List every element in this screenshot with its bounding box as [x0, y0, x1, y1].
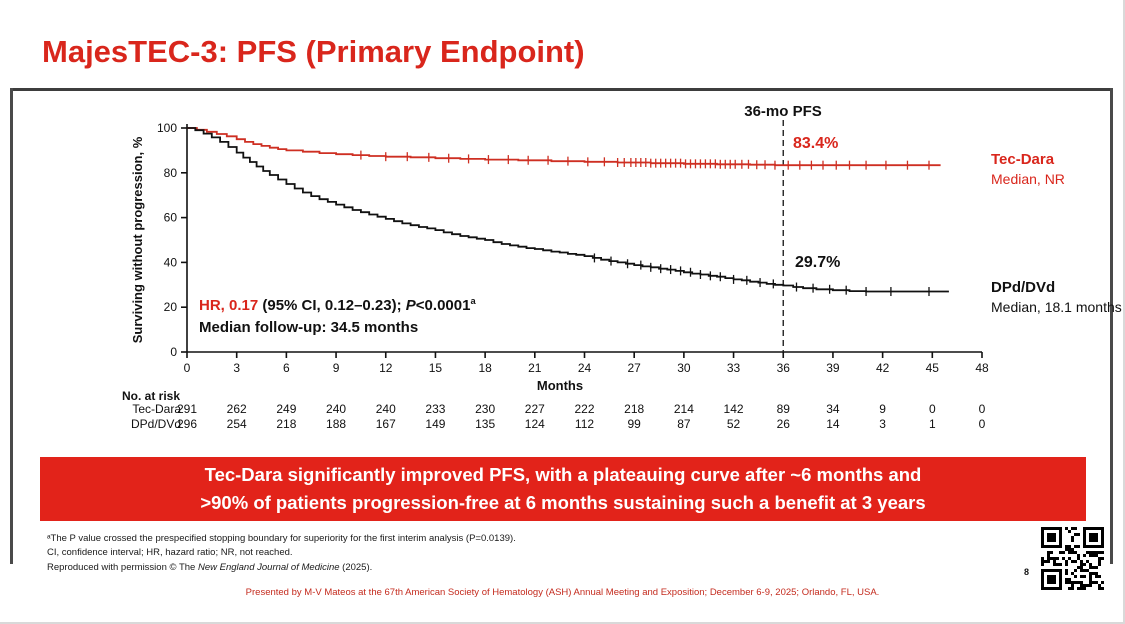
- svg-text:214: 214: [674, 402, 694, 416]
- title-divider: [10, 88, 1113, 91]
- svg-text:87: 87: [677, 417, 691, 431]
- p-symbol: P: [405, 297, 416, 314]
- svg-text:112: 112: [575, 417, 594, 431]
- svg-text:227: 227: [525, 402, 545, 416]
- km-curve-dpd-dvd: [187, 127, 949, 297]
- svg-text:240: 240: [376, 402, 396, 416]
- svg-text:80: 80: [164, 166, 178, 180]
- pfs-36mo-value-dpd-dvd: 29.7%: [795, 254, 841, 271]
- svg-text:60: 60: [164, 211, 178, 225]
- footnotes: ᵃThe P value crossed the prespecified st…: [47, 532, 516, 575]
- km-curve-tec-dara: [187, 127, 941, 170]
- series-median-tec-dara: Median, NR: [991, 171, 1065, 187]
- svg-text:45: 45: [926, 361, 940, 375]
- svg-text:218: 218: [276, 417, 296, 431]
- svg-text:135: 135: [475, 417, 495, 431]
- svg-text:188: 188: [326, 417, 346, 431]
- svg-text:40: 40: [164, 255, 178, 269]
- svg-text:218: 218: [624, 402, 644, 416]
- svg-text:30: 30: [677, 361, 691, 375]
- svg-text:39: 39: [826, 361, 840, 375]
- svg-text:233: 233: [425, 402, 445, 416]
- presentation-footer: Presented by M-V Mateos at the 67th Amer…: [245, 587, 880, 598]
- svg-text:0: 0: [929, 402, 936, 416]
- svg-text:167: 167: [376, 417, 396, 431]
- svg-text:Surviving without progression,: Surviving without progression, %: [130, 136, 145, 343]
- hr-value: HR, 0.17: [199, 297, 259, 314]
- series-name-tec-dara: Tec-Dara: [991, 151, 1055, 168]
- svg-text:20: 20: [164, 300, 178, 314]
- series-name-dpd-dvd: DPd/DVd: [991, 279, 1056, 296]
- svg-text:0: 0: [979, 417, 986, 431]
- frame-right-border: [1110, 88, 1113, 564]
- svg-text:124: 124: [525, 417, 545, 431]
- svg-text:1: 1: [929, 417, 936, 431]
- svg-text:24: 24: [578, 361, 592, 375]
- key-message-banner: Tec-Dara significantly improved PFS, wit…: [40, 457, 1086, 521]
- svg-text:No. at risk: No. at risk: [122, 389, 180, 403]
- svg-text:222: 222: [574, 402, 594, 416]
- svg-text:230: 230: [475, 402, 495, 416]
- svg-text:18: 18: [478, 361, 492, 375]
- svg-text:142: 142: [724, 402, 744, 416]
- svg-text:3: 3: [879, 417, 886, 431]
- svg-text:42: 42: [876, 361, 890, 375]
- footnote-3: Reproduced with permission © The New Eng…: [47, 561, 373, 573]
- series-label-dpd-dvd: DPd/DVd Median, 18.1 months: [991, 277, 1122, 318]
- series-label-tec-dara: Tec-Dara Median, NR: [991, 149, 1065, 190]
- footnote-2: CI, confidence interval; HR, hazard rati…: [47, 547, 293, 559]
- svg-text:27: 27: [628, 361, 642, 375]
- svg-text:99: 99: [628, 417, 642, 431]
- page-number: 8: [1024, 567, 1030, 577]
- hr-annotation: HR, 0.17 (95% CI, 0.12–0.23); P<0.0001a: [199, 296, 476, 314]
- footnote-1: ᵃThe P value crossed the prespecified st…: [47, 533, 516, 544]
- pfs-36mo-value-tec-dara: 83.4%: [793, 135, 839, 152]
- svg-text:9: 9: [333, 361, 340, 375]
- svg-text:14: 14: [826, 417, 840, 431]
- svg-text:291: 291: [177, 402, 197, 416]
- svg-text:26: 26: [777, 417, 791, 431]
- page-title: MajesTEC-3: PFS (Primary Endpoint): [42, 34, 585, 69]
- svg-text:0: 0: [170, 345, 177, 359]
- p-value: <0.0001: [415, 297, 471, 314]
- svg-text:100: 100: [157, 121, 177, 135]
- svg-text:262: 262: [227, 402, 247, 416]
- frame-left-border: [10, 88, 13, 564]
- svg-text:15: 15: [429, 361, 443, 375]
- svg-text:Tec-Dara: Tec-Dara: [132, 402, 181, 416]
- series-median-dpd-dvd: Median, 18.1 months: [991, 299, 1122, 315]
- median-followup: Median follow-up: 34.5 months: [199, 319, 419, 336]
- svg-text:52: 52: [727, 417, 741, 431]
- svg-text:89: 89: [777, 402, 791, 416]
- svg-text:240: 240: [326, 402, 346, 416]
- reference-line-label: 36-mo PFS: [744, 103, 822, 120]
- p-footnote-marker: a: [470, 296, 476, 306]
- svg-text:33: 33: [727, 361, 741, 375]
- svg-text:12: 12: [379, 361, 393, 375]
- svg-text:149: 149: [425, 417, 445, 431]
- banner-line-1: Tec-Dara significantly improved PFS, wit…: [204, 464, 922, 486]
- svg-text:48: 48: [975, 361, 989, 375]
- svg-text:Months: Months: [537, 378, 583, 393]
- svg-text:34: 34: [826, 402, 840, 416]
- banner-line-2: >90% of patients progression-free at 6 m…: [200, 492, 926, 513]
- svg-text:249: 249: [276, 402, 296, 416]
- svg-text:DPd/DVd: DPd/DVd: [131, 417, 181, 431]
- svg-text:21: 21: [528, 361, 542, 375]
- svg-text:0: 0: [979, 402, 986, 416]
- svg-text:6: 6: [283, 361, 290, 375]
- svg-text:254: 254: [227, 417, 247, 431]
- qr-code: [1041, 527, 1104, 590]
- svg-text:9: 9: [879, 402, 886, 416]
- svg-text:0: 0: [184, 361, 191, 375]
- svg-text:3: 3: [233, 361, 240, 375]
- svg-text:296: 296: [177, 417, 197, 431]
- ci-value: (95% CI, 0.12–0.23);: [258, 297, 406, 314]
- axes: [181, 124, 983, 358]
- svg-text:36: 36: [777, 361, 791, 375]
